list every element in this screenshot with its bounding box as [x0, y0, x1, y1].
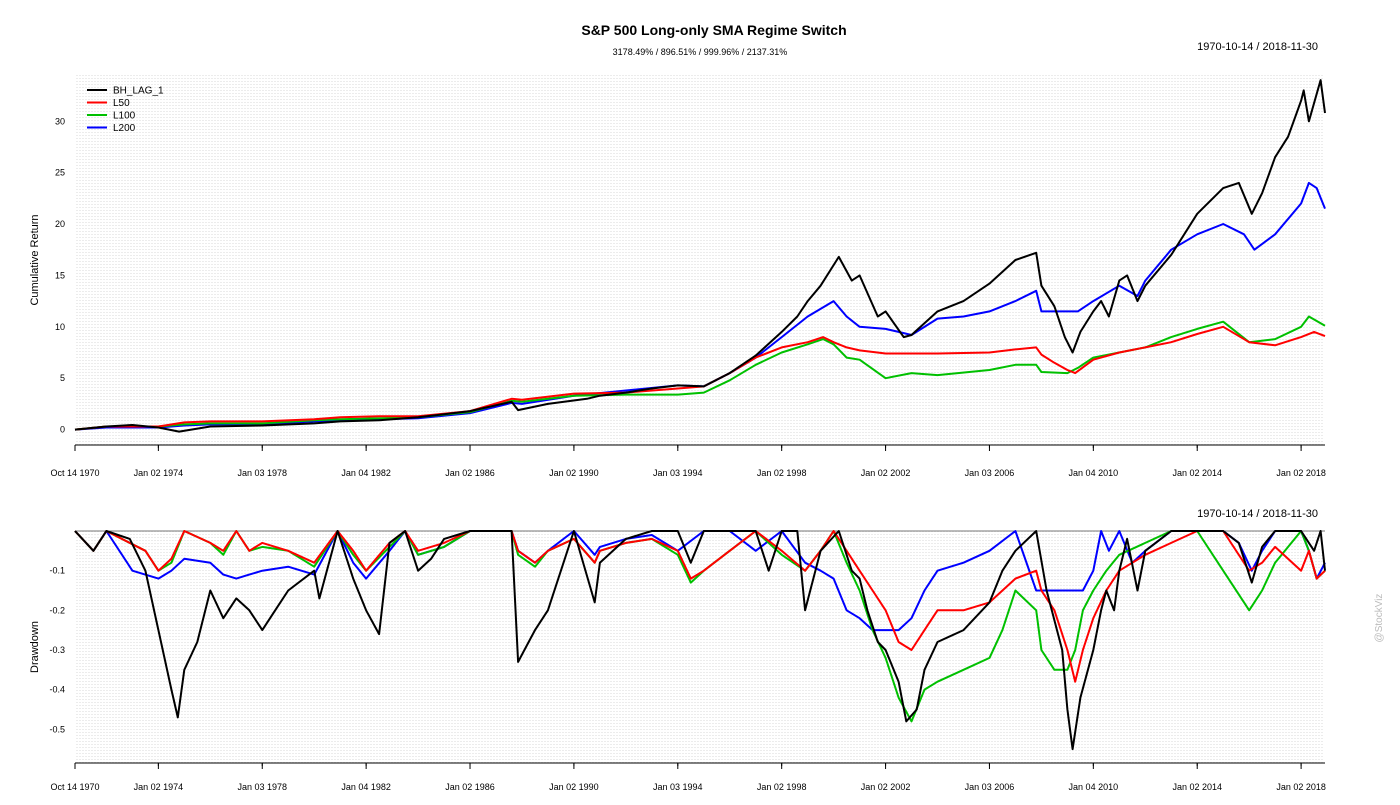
- top-x-tick-label: Jan 03 1994: [653, 468, 703, 478]
- top-y-tick-label: 0: [60, 425, 65, 435]
- top-x-tick-label: Jan 03 1978: [237, 468, 287, 478]
- bottom-x-tick-label: Jan 04 2010: [1069, 782, 1119, 792]
- top-y-tick-label: 5: [60, 373, 65, 383]
- top-x-tick-label: Jan 02 2018: [1276, 468, 1326, 478]
- bottom-y-tick-label: -0.3: [49, 645, 65, 655]
- bottom-y-tick-label: -0.5: [49, 724, 65, 734]
- top-x-tick-label: Jan 04 2010: [1069, 468, 1119, 478]
- top-series-line-l50: [74, 325, 1326, 431]
- bottom-series-line-l50: [74, 530, 1326, 683]
- drawdown-panel: -0.1 -0.2 -0.3 -0.4 -0.5 Oct 14 1970 Jan 02 19…: [29, 530, 1326, 792]
- bottom-x-tick-label: Jan 03 2006: [965, 782, 1015, 792]
- bottom-x-tick-label: Jan 03 1978: [237, 782, 287, 792]
- top-x-tick-label: Jan 02 1986: [445, 468, 495, 478]
- top-grid: [76, 75, 1323, 445]
- top-y-tick-label: 25: [55, 168, 65, 178]
- legend-label-l200: L200: [113, 123, 136, 134]
- bottom-x-tick-label: Jan 02 1990: [549, 782, 599, 792]
- legend-label-bh-lag-1: BH_LAG_1: [113, 86, 164, 97]
- bottom-y-axis-label: Drawdown: [29, 621, 41, 673]
- top-date-range: 1970-10-14 / 2018-11-30: [1197, 41, 1318, 53]
- top-x-tick-label: Jan 02 1990: [549, 468, 599, 478]
- chart-title: S&P 500 Long-only SMA Regime Switch: [581, 22, 846, 38]
- legend-label-l50: L50: [113, 98, 130, 109]
- top-series-line-bh-lag-1: [74, 79, 1326, 433]
- top-x-tick-label: Oct 14 1970: [50, 468, 99, 478]
- bottom-x-tick-label: Jan 04 1982: [341, 782, 391, 792]
- bottom-x-tick-label: Jan 02 2002: [861, 782, 911, 792]
- top-y-tick-label: 30: [55, 116, 65, 126]
- top-y-axis-label: Cumulative Return: [29, 214, 41, 305]
- top-x-tick-label: Jan 02 2014: [1172, 468, 1222, 478]
- bottom-x-tick-label: Jan 02 2018: [1276, 782, 1326, 792]
- top-x-tick-label: Jan 03 2006: [965, 468, 1015, 478]
- bottom-y-tick-label: -0.1: [49, 566, 65, 576]
- top-series-line-l100: [74, 315, 1326, 431]
- top-x-tick-label: Jan 04 1982: [341, 468, 391, 478]
- bottom-date-range: 1970-10-14 / 2018-11-30: [1197, 508, 1318, 520]
- bottom-x-tick-label: Jan 02 2014: [1172, 782, 1222, 792]
- bottom-x-tick-label: Jan 02 1974: [134, 782, 184, 792]
- bottom-grid: [76, 531, 1323, 763]
- cumulative-return-panel: 0 5 10 15 20 25 30 Oct 14 1970 Jan 02 1974 Jan 03…: [29, 75, 1326, 478]
- bottom-x-tick-label: Jan 02 1986: [445, 782, 495, 792]
- top-y-tick-label: 20: [55, 219, 65, 229]
- bottom-x-tick-label: Jan 02 1998: [757, 782, 807, 792]
- top-x-tick-label: Jan 02 1974: [134, 468, 184, 478]
- watermark: @StockViz: [1374, 594, 1385, 643]
- top-x-tick-label: Jan 02 1998: [757, 468, 807, 478]
- legend-label-l100: L100: [113, 111, 136, 122]
- bottom-x-tick-label: Oct 14 1970: [50, 782, 99, 792]
- chart-subtitle: 3178.49% / 896.51% / 999.96% / 2137.31%: [613, 47, 788, 57]
- bottom-series-line-bh-lag-1: [74, 530, 1326, 751]
- top-y-tick-label: 15: [55, 270, 65, 280]
- top-y-tick-label: 10: [55, 322, 65, 332]
- top-x-tick-label: Jan 02 2002: [861, 468, 911, 478]
- bottom-y-tick-label: -0.4: [49, 685, 65, 695]
- bottom-y-tick-label: -0.2: [49, 605, 65, 615]
- bottom-x-tick-label: Jan 03 1994: [653, 782, 703, 792]
